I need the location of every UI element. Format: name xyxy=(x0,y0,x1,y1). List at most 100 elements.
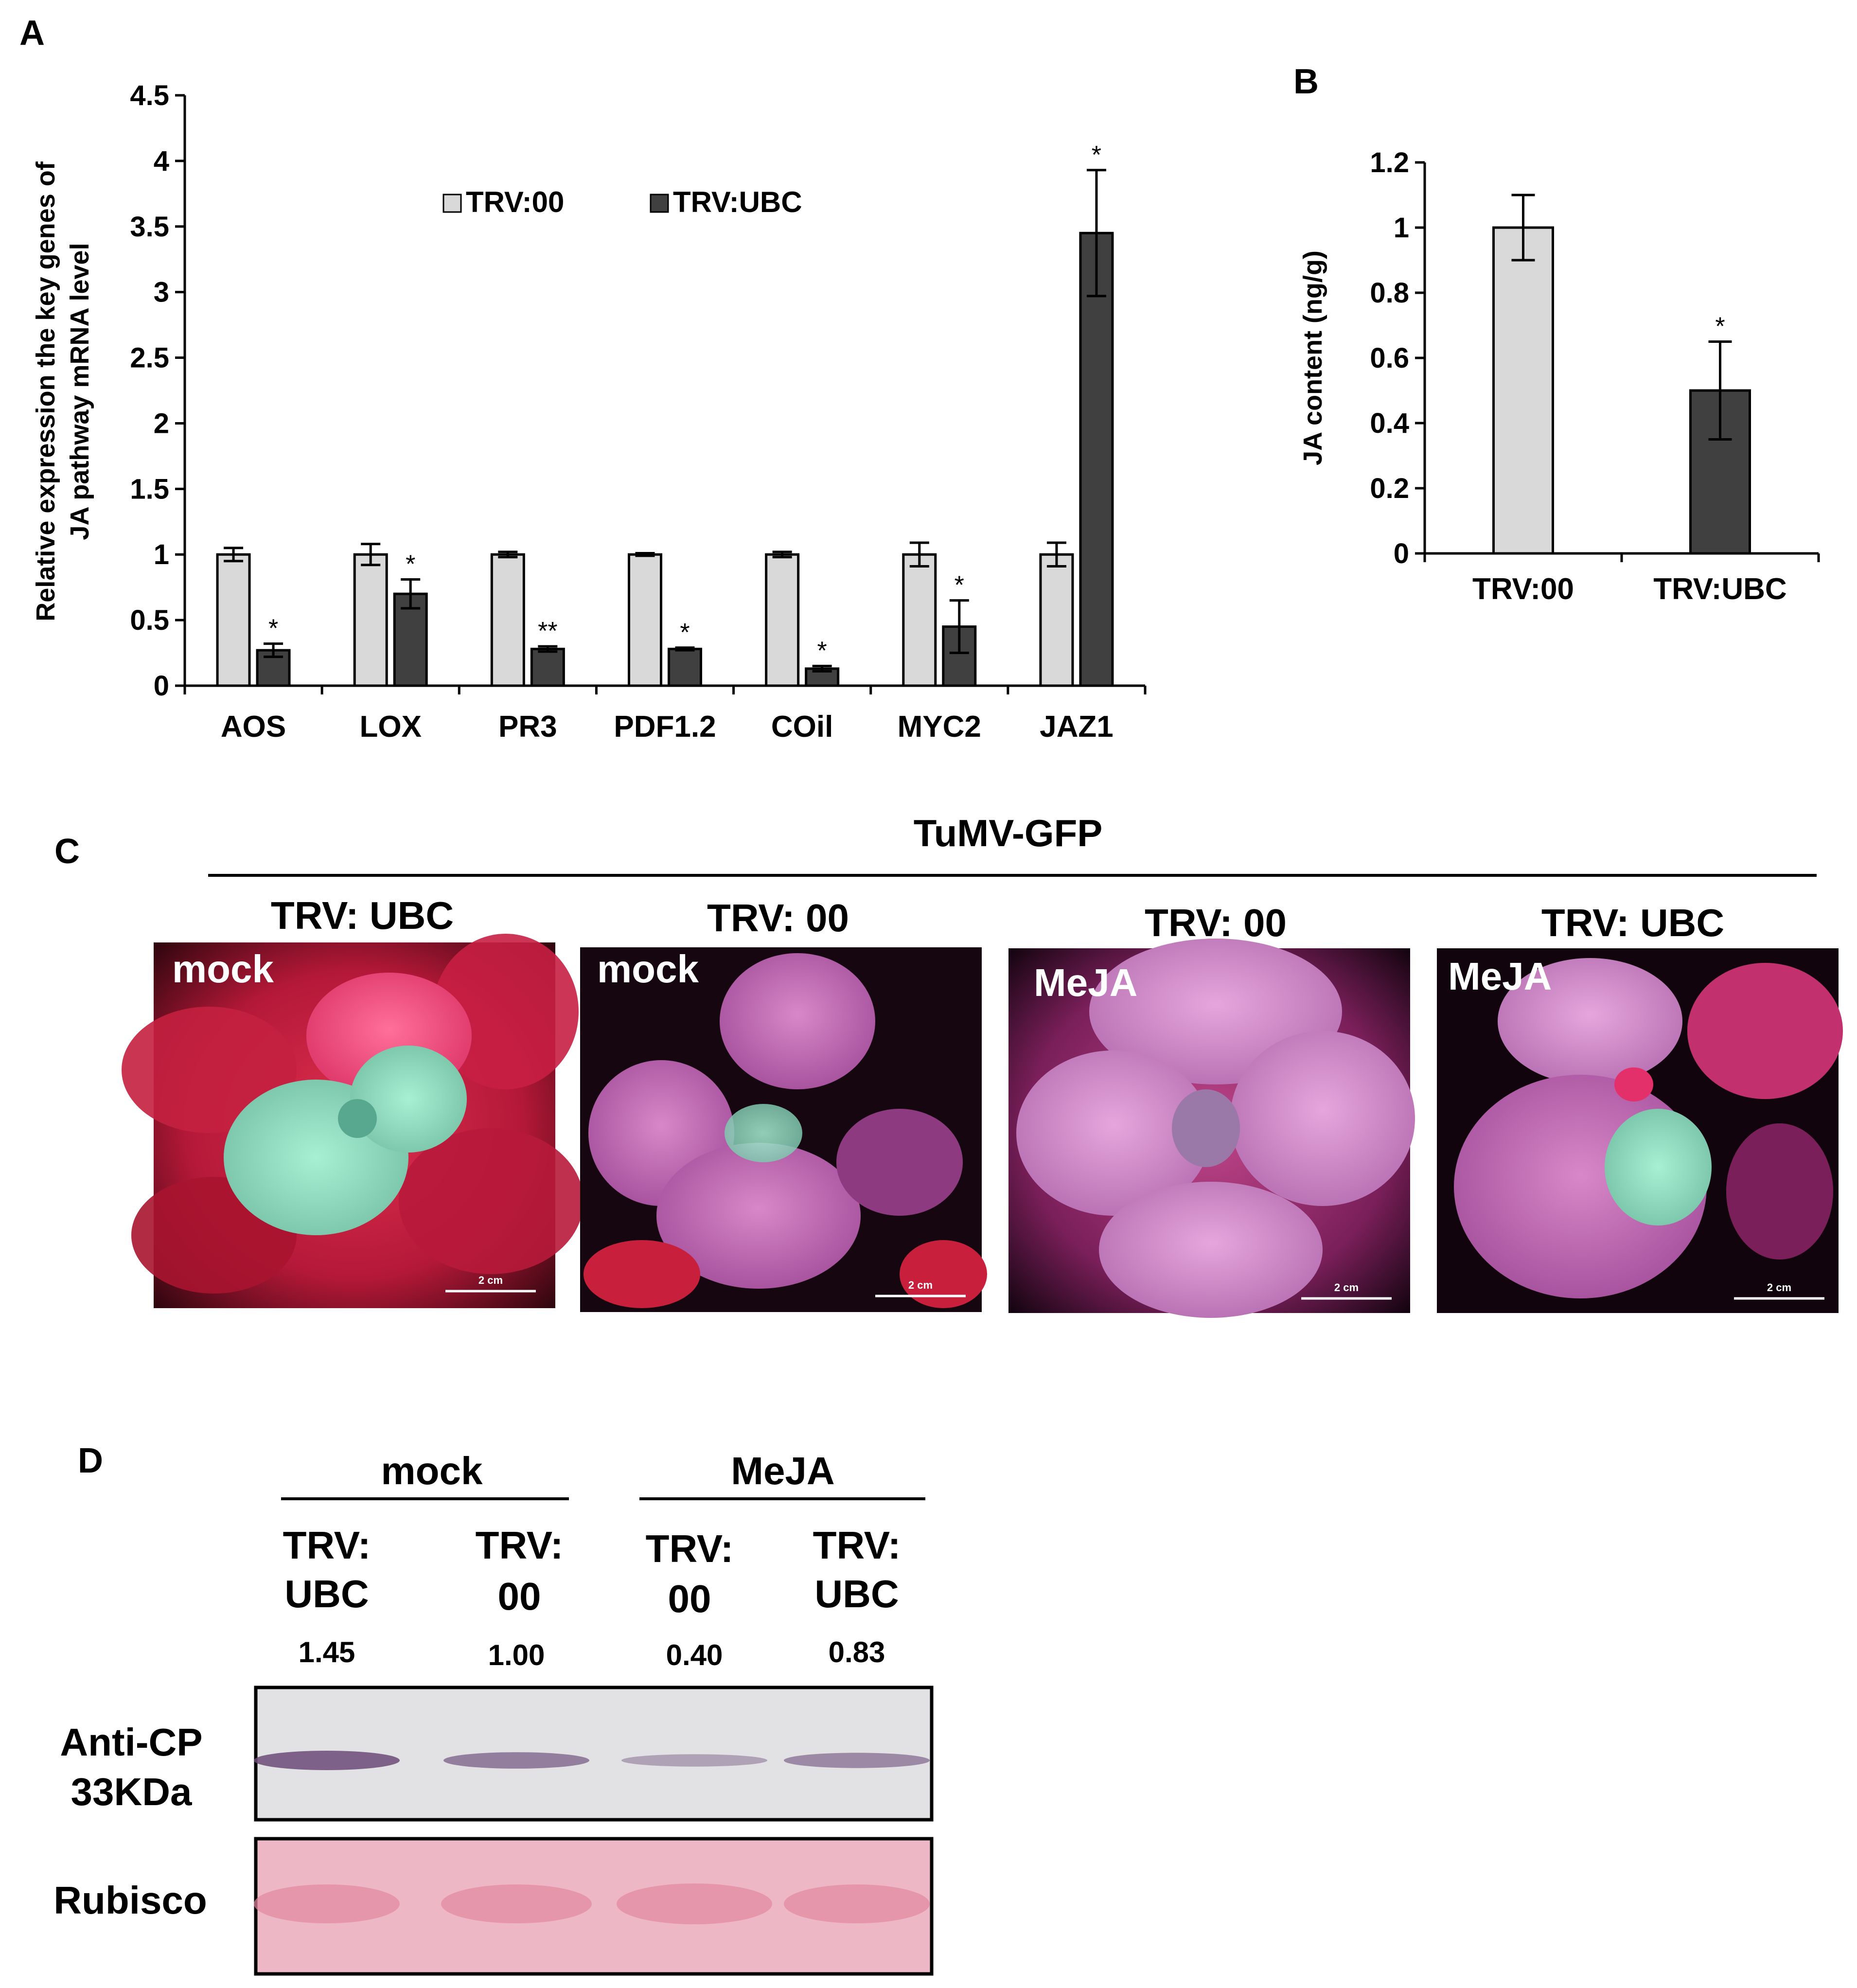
western-blot-bands xyxy=(254,1751,930,1770)
western-blot-band xyxy=(784,1753,930,1768)
photo-2-title: TRV: 00 xyxy=(707,896,849,940)
chart-a-bar xyxy=(530,647,565,687)
lane-4-line2: UBC xyxy=(814,1572,899,1615)
chart-a-bars: **** **** xyxy=(216,141,1114,687)
chart-a-y-tick-label: 4.5 xyxy=(130,80,169,111)
photo-1-treatment: mock xyxy=(172,947,274,991)
photo-2-treatment: mock xyxy=(597,947,699,991)
chart-a-legend: TRV:00 TRV:UBC xyxy=(442,186,802,218)
chart-a-bar xyxy=(353,553,388,687)
photo-4-title-group: TRV: UBC xyxy=(1541,901,1724,944)
chart-a-y-tick-label: 2 xyxy=(154,408,169,439)
chart-a-y-tick-label: 4 xyxy=(154,145,169,177)
chart-a-significance-mark: * xyxy=(1092,141,1101,169)
chart-a-y-tick-label: 1.5 xyxy=(130,473,169,505)
chart-a-x-tick-label: PDF1.2 xyxy=(614,710,716,744)
chart-a-significance-mark: * xyxy=(680,619,690,647)
lane-1-ratio: 1.45 xyxy=(299,1636,355,1668)
group-label-mock: mock xyxy=(381,1449,483,1492)
panel-d: mock MeJA TRV: UBC TRV: 00 TRV: 00 TRV: … xyxy=(53,1449,934,1976)
chart-b-bars: * xyxy=(1492,194,1751,555)
plant-photo-2: mock 2 cm xyxy=(580,947,987,1312)
chart-a-y-tick-label: 3.5 xyxy=(130,211,169,243)
photo-3-title-group: TRV: 00 xyxy=(1145,901,1287,944)
chart-a-y-tick-label: 2.5 xyxy=(130,342,169,374)
photo-3-scale-bar: 2 cm xyxy=(1334,1281,1359,1294)
photo-4-title: TRV: UBC xyxy=(1541,901,1724,944)
chart-a-y-label-line1: Relative expression the key genes of xyxy=(31,161,60,621)
photo-1-scale-bar: 2 cm xyxy=(478,1274,503,1286)
plant-photo-1: mock 2 cm xyxy=(122,934,584,1308)
photo-2-title-group: TRV: 00 xyxy=(707,896,849,940)
lane-3-line2: 00 xyxy=(668,1577,711,1620)
chart-a-x-tick-label: PR3 xyxy=(498,710,557,744)
blot-label-size: 33KDa xyxy=(71,1770,192,1813)
lane-1-line1: TRV: xyxy=(283,1524,371,1567)
photo-3-title: TRV: 00 xyxy=(1145,901,1287,944)
chart-b-x-tick-label: TRV:UBC xyxy=(1653,572,1786,606)
chart-b-y-tick-label: 1.2 xyxy=(1370,147,1409,178)
chart-a-bar xyxy=(1039,553,1074,687)
panel-letter-d: D xyxy=(78,1441,103,1480)
chart-a-x-tick-label: JAZ1 xyxy=(1040,710,1114,744)
chart-a-y-tick-label: 3 xyxy=(154,277,169,308)
photo-1-title-group: TRV: UBC xyxy=(271,894,454,937)
chart-a-y-ticks: 0 0.5 1 1.5 2 2.5 3 3.5 4 4.5 xyxy=(130,80,185,702)
chart-a-x-tick-label: AOS xyxy=(221,710,286,744)
chart-a-bar xyxy=(1079,231,1114,687)
loading-control-label: Rubisco xyxy=(53,1879,207,1922)
blot-label-anti-cp: Anti-CP xyxy=(60,1721,202,1764)
chart-a-y-label-line2: JA pathway mRNA level xyxy=(65,243,94,540)
plant-photo-3: MeJA 2 cm xyxy=(1008,939,1415,1318)
lane-2-line2: 00 xyxy=(498,1575,541,1618)
plant-photo-4: MeJA 2 cm xyxy=(1437,948,1843,1313)
rubisco-bands xyxy=(254,1883,930,1924)
lane-2-line1: TRV: xyxy=(476,1524,564,1567)
chart-a-significance-mark: * xyxy=(268,615,278,643)
western-blot-band xyxy=(621,1754,767,1767)
chart-a-bar xyxy=(216,553,251,687)
lane-1-line2: UBC xyxy=(284,1572,369,1615)
chart-b-x-tick-label: TRV:00 xyxy=(1472,572,1574,606)
group-label-meja: MeJA xyxy=(731,1449,834,1492)
panel-letter-a: A xyxy=(19,14,45,53)
panel-letter-b: B xyxy=(1293,62,1319,101)
chart-b-y-tick-label: 0.4 xyxy=(1370,408,1409,439)
chart-b-y-ticks: 0 0.2 0.4 0.6 0.8 1 1.2 xyxy=(1370,147,1425,569)
lane-2-ratio: 1.00 xyxy=(488,1639,545,1671)
chart-a-y-tick-label: 0 xyxy=(154,670,169,702)
chart-a-y-tick-label: 0.5 xyxy=(130,604,169,636)
photo-2-scale-bar: 2 cm xyxy=(908,1279,933,1291)
photo-3-treatment: MeJA xyxy=(1034,961,1137,1004)
chart-a-bar xyxy=(765,553,800,687)
panel-c: TuMV-GFP xyxy=(122,812,1843,1318)
photo-4-treatment: MeJA xyxy=(1448,955,1552,998)
chart-b: 0 0.2 0.4 0.6 0.8 1 1.2 TRV:00 TRV:UBC * JA con… xyxy=(1298,147,1820,606)
legend-swatch-trv00 xyxy=(442,194,462,213)
chart-a: 0 0.5 1 1.5 2 2.5 3 3.5 4 4.5 AOS LOX PR3 PDF1.2 COil… xyxy=(31,80,1147,744)
chart-a-significance-mark: * xyxy=(817,637,827,665)
chart-b-y-tick-label: 0.8 xyxy=(1370,277,1409,309)
chart-a-x-ticks: AOS LOX PR3 PDF1.2 COil MYC2 JAZ1 xyxy=(183,686,1147,744)
western-blot-band xyxy=(443,1752,589,1769)
chart-b-x-ticks: TRV:00 TRV:UBC xyxy=(1423,553,1820,606)
chart-a-x-tick-label: MYC2 xyxy=(898,710,981,744)
chart-b-y-tick-label: 0 xyxy=(1394,538,1409,569)
chart-a-bar xyxy=(668,647,702,687)
lane-3-line1: TRV: xyxy=(646,1527,734,1570)
lane-3-ratio: 0.40 xyxy=(666,1639,723,1671)
western-blot-band xyxy=(254,1751,400,1770)
panel-letter-c: C xyxy=(54,832,80,871)
chart-a-x-tick-label: COil xyxy=(771,710,833,744)
chart-a-bar xyxy=(628,553,662,687)
legend-swatch-trvubc xyxy=(650,194,669,213)
chart-a-significance-mark: * xyxy=(955,571,964,600)
photo-4-scale-bar: 2 cm xyxy=(1767,1281,1791,1294)
legend-label-trv00: TRV:00 xyxy=(466,186,564,218)
chart-b-significance-mark: * xyxy=(1715,313,1725,341)
chart-b-y-tick-label: 1 xyxy=(1394,212,1409,244)
lane-4-line1: TRV: xyxy=(813,1524,901,1567)
chart-a-y-tick-label: 1 xyxy=(154,539,169,570)
chart-a-bar xyxy=(490,553,525,687)
